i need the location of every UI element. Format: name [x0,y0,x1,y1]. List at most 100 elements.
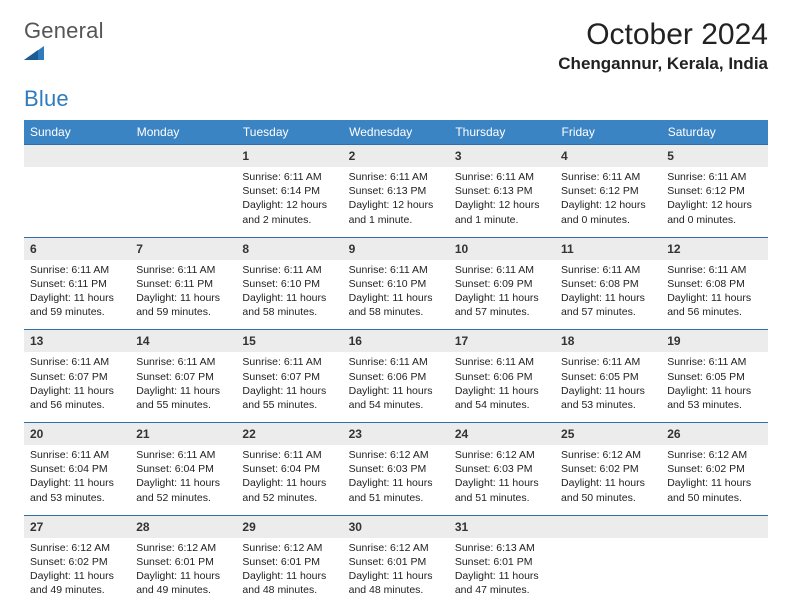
day-info: Sunrise: 6:12 AMSunset: 6:02 PMDaylight:… [24,538,130,608]
sunset-text: Sunset: 6:13 PM [349,184,443,198]
sunset-text: Sunset: 6:12 PM [667,184,761,198]
sunrise-text: Sunrise: 6:12 AM [349,541,443,555]
day-info: Sunrise: 6:11 AMSunset: 6:11 PMDaylight:… [24,260,130,330]
day-number-row: 1 [236,144,342,167]
daylight-text: Daylight: 12 hours and 0 minutes. [561,198,655,226]
sunrise-text: Sunrise: 6:11 AM [561,170,655,184]
day-info: Sunrise: 6:12 AMSunset: 6:02 PMDaylight:… [555,445,661,515]
day-number: 1 [242,149,249,163]
calendar-cell: 18 Sunrise: 6:11 AMSunset: 6:05 PMDayligh… [555,329,661,422]
sunrise-text: Sunrise: 6:11 AM [136,355,230,369]
sunset-text: Sunset: 6:01 PM [455,555,549,569]
sunset-text: Sunset: 6:04 PM [136,462,230,476]
day-number: 18 [561,334,574,348]
day-info: Sunrise: 6:11 AMSunset: 6:14 PMDaylight:… [236,167,342,237]
calendar-cell: 25Sunrise: 6:12 AMSunset: 6:02 PMDayligh… [555,422,661,515]
calendar-cell [661,515,767,608]
day-info: Sunrise: 6:11 AMSunset: 6:12 PMDaylight:… [555,167,661,237]
calendar-cell: 22 Sunrise: 6:11 AMSunset: 6:04 PMDayligh… [236,422,342,515]
sunrise-text: Sunrise: 6:13 AM [455,541,549,555]
calendar-header-row: Sunday Monday Tuesday Wednesday Thursday… [24,120,768,144]
day-number: 23 [349,427,362,441]
day-info: Sunrise: 6:11 AMSunset: 6:08 PMDaylight:… [555,260,661,330]
calendar-week-row: 13Sunrise: 6:11 AMSunset: 6:07 PMDayligh… [24,329,768,422]
daylight-text: Daylight: 11 hours and 56 minutes. [667,291,761,319]
day-info: Sunrise: 6:12 AMSunset: 6:01 PMDaylight:… [130,538,236,608]
sunset-text: Sunset: 6:04 PM [30,462,124,476]
day-number-row [555,515,661,538]
sunrise-text: Sunrise: 6:11 AM [349,170,443,184]
day-info [661,538,767,594]
daylight-text: Daylight: 11 hours and 48 minutes. [349,569,443,597]
day-number-row: 13 [24,329,130,352]
day-number: 10 [455,242,468,256]
sunset-text: Sunset: 6:11 PM [30,277,124,291]
daylight-text: Daylight: 11 hours and 54 minutes. [455,384,549,412]
calendar-cell: 19Sunrise: 6:11 AMSunset: 6:05 PMDayligh… [661,329,767,422]
calendar-cell: 23Sunrise: 6:12 AMSunset: 6:03 PMDayligh… [343,422,449,515]
brand-logo: GeneralBlue [24,18,104,112]
day-number-row: 20 [24,422,130,445]
sunset-text: Sunset: 6:06 PM [455,370,549,384]
day-number: 8 [242,242,249,256]
weekday-header: Thursday [449,120,555,144]
day-number: 2 [349,149,356,163]
day-number-row: 24 [449,422,555,445]
sunset-text: Sunset: 6:13 PM [455,184,549,198]
day-number: 29 [242,520,255,534]
daylight-text: Daylight: 11 hours and 55 minutes. [136,384,230,412]
sunrise-text: Sunrise: 6:11 AM [242,263,336,277]
day-number: 24 [455,427,468,441]
day-number: 7 [136,242,143,256]
sunset-text: Sunset: 6:10 PM [242,277,336,291]
sunset-text: Sunset: 6:01 PM [349,555,443,569]
day-info: Sunrise: 6:11 AMSunset: 6:06 PMDaylight:… [343,352,449,422]
calendar-page: GeneralBlue October 2024 Chengannur, Ker… [0,0,792,612]
day-info: Sunrise: 6:11 AMSunset: 6:10 PMDaylight:… [236,260,342,330]
daylight-text: Daylight: 11 hours and 52 minutes. [136,476,230,504]
day-number-row: 19 [661,329,767,352]
calendar-cell: 26Sunrise: 6:12 AMSunset: 6:02 PMDayligh… [661,422,767,515]
day-info: Sunrise: 6:12 AMSunset: 6:02 PMDaylight:… [661,445,767,515]
calendar-cell: 9Sunrise: 6:11 AMSunset: 6:10 PMDaylight… [343,237,449,330]
day-number: 11 [561,242,574,256]
calendar-cell: 30Sunrise: 6:12 AMSunset: 6:01 PMDayligh… [343,515,449,608]
day-number-row: 18 [555,329,661,352]
day-number: 20 [30,427,43,441]
sunset-text: Sunset: 6:11 PM [136,277,230,291]
calendar-cell: 6Sunrise: 6:11 AMSunset: 6:11 PMDaylight… [24,237,130,330]
day-info: Sunrise: 6:11 AMSunset: 6:13 PMDaylight:… [449,167,555,237]
day-number: 22 [242,427,255,441]
day-info: Sunrise: 6:11 AMSunset: 6:05 PMDaylight:… [555,352,661,422]
calendar-cell: 13Sunrise: 6:11 AMSunset: 6:07 PMDayligh… [24,329,130,422]
sunrise-text: Sunrise: 6:11 AM [242,448,336,462]
daylight-text: Daylight: 12 hours and 1 minute. [349,198,443,226]
weekday-header: Wednesday [343,120,449,144]
day-info: Sunrise: 6:11 AMSunset: 6:04 PMDaylight:… [236,445,342,515]
day-number-row: 25 [555,422,661,445]
day-number-row: 26 [661,422,767,445]
daylight-text: Daylight: 11 hours and 53 minutes. [667,384,761,412]
top-bar: GeneralBlue October 2024 Chengannur, Ker… [24,18,768,112]
day-number-row: 15 [236,329,342,352]
day-number-row: 14 [130,329,236,352]
sunrise-text: Sunrise: 6:11 AM [136,448,230,462]
day-info: Sunrise: 6:11 AMSunset: 6:08 PMDaylight:… [661,260,767,330]
brand-name-b: Blue [24,86,69,111]
day-number-row: 23 [343,422,449,445]
day-info: Sunrise: 6:11 AMSunset: 6:13 PMDaylight:… [343,167,449,237]
daylight-text: Daylight: 11 hours and 50 minutes. [561,476,655,504]
daylight-text: Daylight: 11 hours and 51 minutes. [455,476,549,504]
day-number [667,520,670,534]
day-number: 4 [561,149,568,163]
sunset-text: Sunset: 6:03 PM [349,462,443,476]
daylight-text: Daylight: 11 hours and 47 minutes. [455,569,549,597]
sunrise-text: Sunrise: 6:11 AM [667,170,761,184]
location-subtitle: Chengannur, Kerala, India [558,54,768,74]
day-number-row [130,144,236,167]
day-number-row: 16 [343,329,449,352]
weekday-header: Sunday [24,120,130,144]
calendar-cell: 15Sunrise: 6:11 AMSunset: 6:07 PMDayligh… [236,329,342,422]
calendar-cell: 8 Sunrise: 6:11 AMSunset: 6:10 PMDaylight… [236,237,342,330]
sunset-text: Sunset: 6:05 PM [561,370,655,384]
